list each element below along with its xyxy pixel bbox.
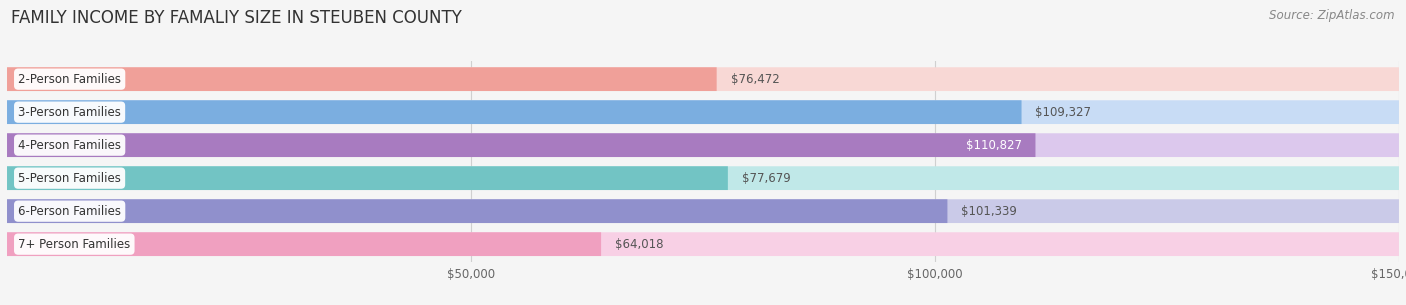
Text: 7+ Person Families: 7+ Person Families — [18, 238, 131, 251]
FancyBboxPatch shape — [7, 100, 1022, 124]
FancyBboxPatch shape — [7, 67, 717, 91]
Text: FAMILY INCOME BY FAMALIY SIZE IN STEUBEN COUNTY: FAMILY INCOME BY FAMALIY SIZE IN STEUBEN… — [11, 9, 463, 27]
FancyBboxPatch shape — [7, 67, 1399, 91]
Text: 3-Person Families: 3-Person Families — [18, 106, 121, 119]
FancyBboxPatch shape — [7, 232, 1399, 256]
FancyBboxPatch shape — [7, 166, 1399, 190]
FancyBboxPatch shape — [7, 166, 728, 190]
FancyBboxPatch shape — [7, 232, 602, 256]
Text: 4-Person Families: 4-Person Families — [18, 139, 121, 152]
Text: 5-Person Families: 5-Person Families — [18, 172, 121, 185]
FancyBboxPatch shape — [7, 133, 1035, 157]
Text: $110,827: $110,827 — [966, 139, 1022, 152]
Text: 2-Person Families: 2-Person Families — [18, 73, 121, 86]
FancyBboxPatch shape — [7, 199, 948, 223]
Text: $76,472: $76,472 — [731, 73, 779, 86]
FancyBboxPatch shape — [7, 133, 1399, 157]
Text: Source: ZipAtlas.com: Source: ZipAtlas.com — [1270, 9, 1395, 22]
Text: 6-Person Families: 6-Person Families — [18, 205, 121, 218]
Text: $77,679: $77,679 — [742, 172, 790, 185]
Text: $101,339: $101,339 — [962, 205, 1017, 218]
Text: $64,018: $64,018 — [614, 238, 664, 251]
FancyBboxPatch shape — [7, 199, 1399, 223]
Text: $109,327: $109,327 — [1035, 106, 1091, 119]
FancyBboxPatch shape — [7, 100, 1399, 124]
